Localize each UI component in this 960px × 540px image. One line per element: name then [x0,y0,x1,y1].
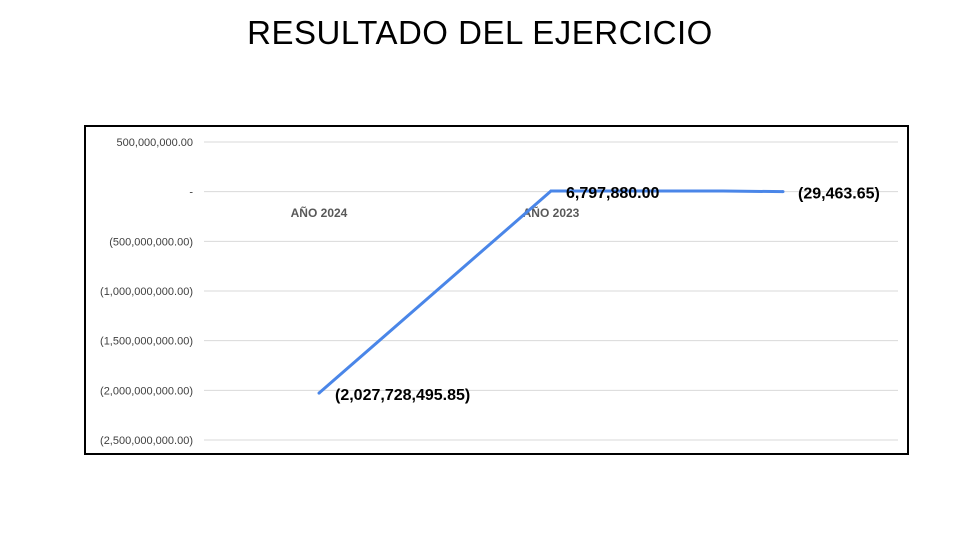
line-chart: 500,000,000.00 - (500,000,000.00) (1,000,00… [100,137,898,447]
gridlines [204,141,898,441]
data-label: (2,027,728,495.85) [335,387,470,404]
y-tick-label: (1,500,000,000.00) [100,336,193,348]
y-tick-label: (2,000,000,000.00) [100,385,193,397]
data-point [781,190,785,194]
data-label: 6,797,880.00 [566,185,660,202]
data-point [317,391,321,395]
slide-title: RESULTADO DEL EJERCICIO [247,14,713,51]
category-labels: AÑO 2024 AÑO 2023 [291,205,580,220]
data-point [549,189,553,193]
category-label: AÑO 2024 [291,205,348,220]
y-tick-label: (2,500,000,000.00) [100,435,193,447]
data-label: (29,463.65) [798,186,880,203]
y-axis-ticks: 500,000,000.00 - (500,000,000.00) (1,000,00… [100,137,193,447]
y-tick-label: (500,000,000.00) [109,236,193,248]
series-layer [317,189,785,395]
y-tick-label: 500,000,000.00 [117,137,193,149]
category-label: AÑO 2023 [523,205,580,220]
series-line [318,189,784,395]
data-labels: (2,027,728,495.85) 6,797,880.00 (29,463.65… [335,185,880,404]
chart-frame: 500,000,000.00 - (500,000,000.00) (1,000,00… [84,125,909,455]
y-tick-label: - [189,187,193,199]
y-tick-label: (1,000,000,000.00) [100,286,193,298]
